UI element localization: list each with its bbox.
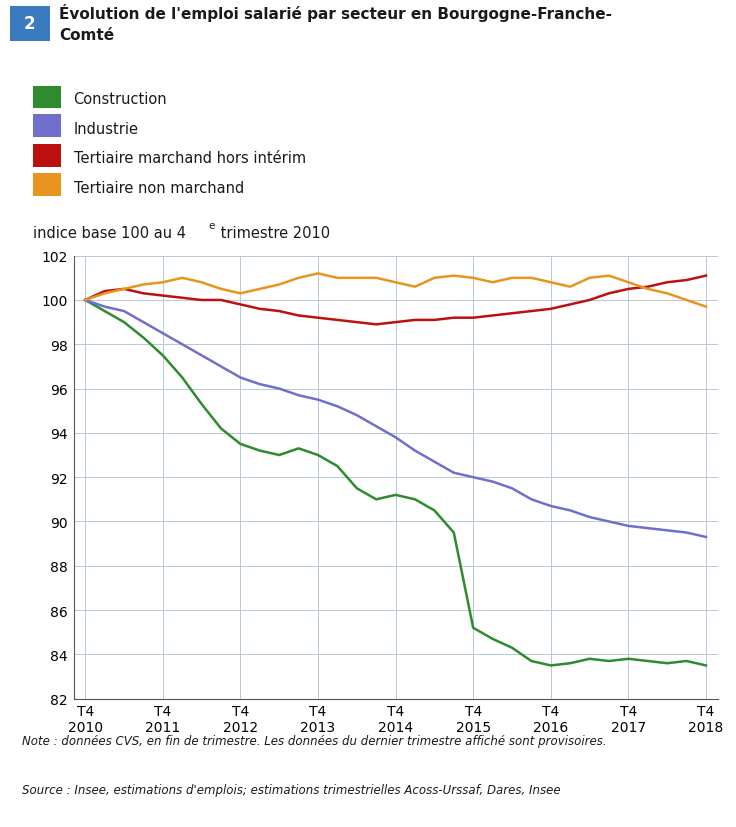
Text: Tertiaire marchand hors intérim: Tertiaire marchand hors intérim bbox=[74, 151, 305, 166]
Text: Source : Insee, estimations d'emplois; estimations trimestrielles Acoss-Urssaf, : Source : Insee, estimations d'emplois; e… bbox=[22, 783, 561, 796]
FancyBboxPatch shape bbox=[10, 7, 50, 41]
Text: trimestre 2010: trimestre 2010 bbox=[216, 226, 330, 241]
Text: Construction: Construction bbox=[74, 92, 167, 108]
Bar bbox=[33, 145, 61, 168]
Text: indice base 100 au 4: indice base 100 au 4 bbox=[33, 226, 186, 241]
Text: 2: 2 bbox=[24, 16, 35, 33]
Bar bbox=[33, 115, 61, 138]
Text: Note : données CVS, en fin de trimestre. Les données du dernier trimestre affich: Note : données CVS, en fin de trimestre.… bbox=[22, 734, 606, 748]
Text: e: e bbox=[208, 221, 215, 231]
Bar bbox=[33, 85, 61, 108]
Text: Industrie: Industrie bbox=[74, 122, 138, 136]
Bar bbox=[33, 174, 61, 197]
Text: Tertiaire non marchand: Tertiaire non marchand bbox=[74, 180, 244, 196]
Text: Évolution de l'emploi salarié par secteur en Bourgogne-Franche-
Comté: Évolution de l'emploi salarié par secteu… bbox=[59, 4, 612, 43]
